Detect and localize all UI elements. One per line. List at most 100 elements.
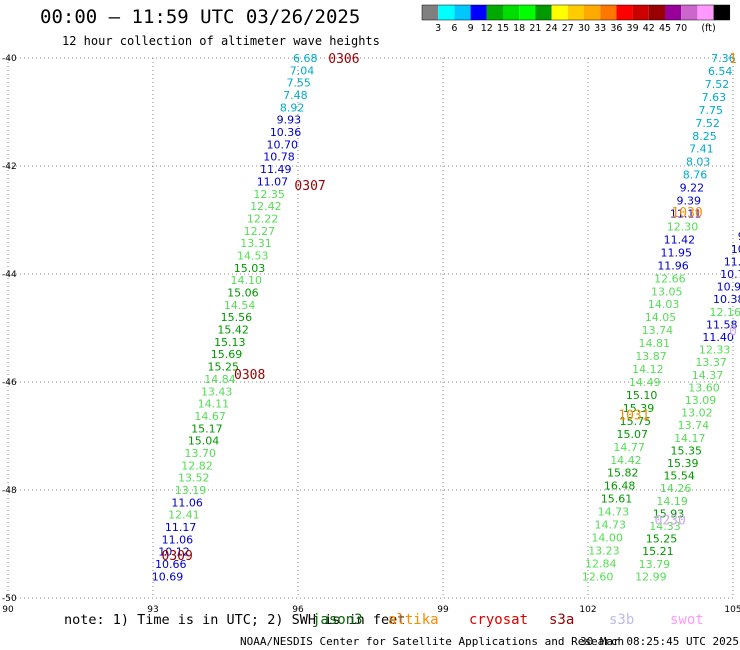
wave-height-point: 12.35 [253, 188, 285, 201]
wave-height-labels: 6.687.047.557.488.929.9310.3610.7010.781… [152, 52, 740, 583]
x-tick-label: 102 [579, 605, 596, 615]
wave-height-point: 14.49 [629, 376, 661, 389]
wave-height-point: 14.12 [632, 363, 664, 376]
wave-height-point: 13.02 [681, 407, 713, 420]
wave-height-point: 15.04 [188, 435, 220, 448]
wave-height-point: 14.26 [660, 482, 692, 495]
wave-height-point: 13.74 [678, 419, 710, 432]
wave-height-point: 6.54 [708, 65, 733, 78]
wave-height-point: 13.05 [651, 285, 683, 298]
colorbar-tick-label: 70 [675, 23, 687, 34]
wave-height-point: 7.04 [290, 64, 315, 77]
wave-height-point: 14.84 [204, 373, 236, 386]
wave-height-point: 11.17 [165, 521, 197, 534]
wave-height-point: 13.87 [635, 350, 667, 363]
pass-time-label: 0309 [162, 549, 193, 564]
wave-height-point: 6.68 [293, 52, 318, 65]
wave-height-point: 7.48 [283, 89, 308, 102]
wave-height-point: 15.82 [607, 467, 639, 480]
wave-height-point: 10.90 [717, 281, 740, 294]
grid-lines [7, 57, 734, 599]
wave-height-point: 13.23 [588, 544, 620, 557]
wave-height-point: 15.06 [227, 287, 259, 300]
x-tick-label: 93 [147, 605, 158, 615]
wave-height-point: 10.36 [270, 126, 302, 139]
wave-height-point: 16.48 [604, 480, 636, 493]
colorbar-swatch [438, 5, 455, 20]
pass-time-label: 0230 [655, 514, 686, 529]
y-tick-label: -40 [2, 54, 17, 64]
wave-height-point: 14.05 [645, 311, 677, 324]
wave-height-point: 13.60 [688, 381, 720, 394]
wave-height-point: 15.17 [191, 422, 223, 435]
x-tick-label: 105 [724, 605, 740, 615]
wave-height-point: 14.77 [613, 441, 645, 454]
wave-height-point: 11.42 [664, 233, 696, 246]
wave-height-point: 8.25 [692, 130, 717, 143]
wave-height-point: 12.16 [710, 306, 740, 319]
wave-height-point: 13.31 [240, 237, 272, 250]
colorbar-swatch [519, 5, 536, 20]
wave-height-point: 14.10 [230, 274, 262, 287]
colorbar-swatch [551, 5, 568, 20]
page-title: 00:00 – 11:59 UTC 03/26/2025 [40, 6, 361, 28]
axis-ticks: 90 93 96 99 102 105 -40 -42 -44 -46 -48 -50 [2, 54, 740, 615]
colorbar-tick-label: 18 [513, 23, 525, 34]
colorbar-frame [421, 4, 731, 21]
colorbar-swatch [632, 5, 649, 20]
pass-time-label: 1031 [618, 408, 649, 423]
colorbar-swatch [422, 5, 439, 20]
wave-height-point: 15.61 [601, 493, 633, 506]
colorbar-swatch [503, 5, 520, 20]
wave-height-point: 15.21 [642, 545, 674, 558]
legend-s3b: s3b [609, 612, 635, 628]
generated-timestamp: 30 Mar 08:25:45 UTC 2025 [580, 635, 739, 648]
wave-height-point: 11.95 [660, 246, 692, 259]
wave-height-point: 15.56 [221, 311, 253, 324]
colorbar-swatch [697, 5, 714, 20]
colorbar-tick-label: 12 [481, 23, 493, 34]
pass-time-label: 1030 [671, 206, 702, 221]
y-tick-label: -50 [2, 594, 17, 604]
wave-height-point: 12.99 [635, 570, 667, 583]
colorbar-tick-label: 9 [468, 23, 474, 34]
pass-time-label: 0307 [294, 179, 325, 194]
wave-height-point: 15.13 [214, 336, 246, 349]
wave-height-point: 11.58 [706, 318, 738, 331]
colorbar-tick-label: 15 [497, 23, 509, 34]
wave-height-point: 15.75 [620, 415, 652, 428]
colorbar-tick-label: 39 [627, 23, 639, 34]
wave-height-point: 7.52 [705, 78, 730, 91]
wave-height-point: 12.82 [181, 459, 213, 472]
wave-height-point: 13.09 [685, 394, 717, 407]
wave-height-point: 13.79 [639, 558, 671, 571]
legend-swot: swot [670, 612, 704, 628]
colorbar-swatch [470, 5, 487, 20]
wave-height-point: 10.8 [731, 243, 740, 256]
wave-height-point: 7.52 [695, 117, 720, 130]
colorbar-tick-label: 33 [594, 23, 606, 34]
colorbar-unit: (ft) [701, 23, 715, 34]
wave-height-point: 13.43 [201, 385, 233, 398]
wave-height-point: 15.25 [208, 361, 240, 374]
colorbar-swatch [535, 5, 552, 20]
wave-height-point: 10.78 [263, 151, 295, 164]
wave-height-point: 10.38 [713, 293, 740, 306]
wave-height-point: 11.11 [670, 208, 702, 221]
wave-height-point: 15.54 [663, 470, 695, 483]
colorbar-tick-label: 3 [435, 23, 441, 34]
colorbar-swatch [567, 5, 584, 20]
colorbar-swatch [584, 5, 601, 20]
y-tick-label: -42 [2, 162, 17, 172]
wave-height-point: 12.60 [582, 570, 614, 583]
wave-height-point: 13.37 [695, 356, 727, 369]
pass-time-label: 0 [729, 325, 737, 340]
credit-line: NOAA/NESDIS Center for Satellite Applica… [240, 635, 625, 648]
colorbar-swatch [616, 5, 633, 20]
pass-time-label: 0308 [234, 368, 265, 383]
wave-height-point: 11.49 [260, 163, 292, 176]
wave-height-point: 13.74 [642, 324, 674, 337]
wave-height-point: 8.92 [280, 101, 305, 114]
wave-height-point: 10.74 [720, 268, 740, 281]
